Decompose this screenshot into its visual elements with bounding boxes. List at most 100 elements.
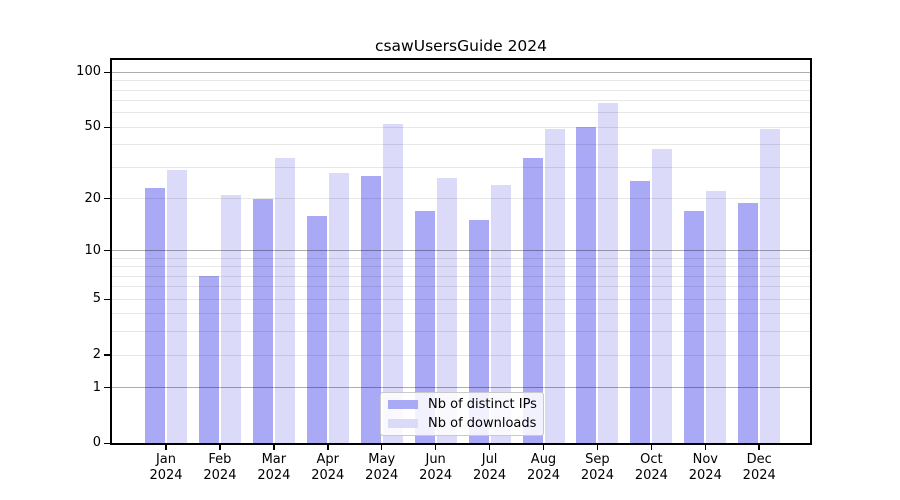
x-tick-apr <box>327 445 329 450</box>
y-tick-50 <box>104 126 110 129</box>
legend: Nb of distinct IPs Nb of downloads <box>380 392 544 436</box>
x-tick-month: Apr <box>316 452 340 467</box>
y-tick-2 <box>104 354 110 356</box>
legend-row-1: Nb of downloads <box>388 415 536 432</box>
gridline-minor-7 <box>112 275 810 277</box>
x-tick-label-feb: Feb 2024 <box>180 452 260 483</box>
x-tick-month: Nov <box>692 452 718 467</box>
x-tick-month: Sep <box>585 452 610 467</box>
x-tick-year: 2024 <box>257 467 291 483</box>
x-tick-year: 2024 <box>149 467 183 483</box>
x-tick-month: Mar <box>261 452 287 467</box>
gridline-major-10 <box>112 249 810 252</box>
legend-swatch-1 <box>388 418 418 428</box>
x-tick-month: Dec <box>746 452 772 467</box>
gridline-minor-60 <box>112 112 810 114</box>
gridline-minor-40 <box>112 144 810 146</box>
x-tick-aug <box>542 445 545 450</box>
x-tick-dec <box>758 445 760 450</box>
bar-downloads-oct <box>652 148 673 443</box>
x-tick-year: 2024 <box>203 467 237 483</box>
x-tick-month: Feb <box>208 452 232 467</box>
x-tick-jun <box>434 445 437 450</box>
x-tick-year: 2024 <box>311 467 345 483</box>
y-tick-1 <box>104 386 110 389</box>
x-tick-sep <box>596 445 599 450</box>
bar-downloads-feb <box>220 194 241 443</box>
bar-ips-apr <box>306 215 327 443</box>
gridline-major-100 <box>112 71 810 74</box>
x-tick-label-may: May 2024 <box>342 452 422 483</box>
x-tick-year: 2024 <box>419 467 453 483</box>
bar-downloads-jan <box>167 169 187 443</box>
bar-downloads-jun <box>436 178 457 443</box>
x-tick-year: 2024 <box>634 467 668 483</box>
x-tick-month: Jun <box>425 452 446 467</box>
x-tick-year: 2024 <box>473 467 507 483</box>
x-tick-year: 2024 <box>365 467 399 483</box>
x-tick-year: 2024 <box>742 467 776 483</box>
x-tick-label-oct: Oct 2024 <box>611 452 691 483</box>
y-tick-label-100: 100 <box>76 64 101 80</box>
x-tick-nov <box>704 445 707 450</box>
x-tick-jul <box>488 445 491 450</box>
bar-ips-oct <box>630 181 651 443</box>
gridline-minor-4 <box>112 313 810 315</box>
y-tick-label-0: 0 <box>92 435 101 451</box>
y-tick-10 <box>104 249 110 252</box>
x-tick-label-jul: Jul 2024 <box>450 452 530 483</box>
y-tick-label-20: 20 <box>84 190 101 206</box>
x-tick-year: 2024 <box>526 467 561 483</box>
x-tick-label-dec: Dec 2024 <box>719 452 799 483</box>
bar-downloads-nov <box>706 191 727 443</box>
bar-ips-jul <box>468 220 489 443</box>
x-tick-month: May <box>368 452 396 467</box>
gridline-minor-50 <box>112 126 810 128</box>
x-tick-label-mar: Mar 2024 <box>234 452 314 483</box>
bar-downloads-dec <box>760 128 781 443</box>
bar-ips-dec <box>738 202 759 443</box>
bar-downloads-may <box>382 124 403 443</box>
gridline-minor-6 <box>112 286 810 288</box>
x-tick-label-nov: Nov 2024 <box>665 452 745 483</box>
plot-area <box>112 60 810 443</box>
gridline-minor-3 <box>112 331 810 333</box>
bar-ips-jun <box>414 211 435 443</box>
chart-title: csawUsersGuide 2024 <box>374 37 548 55</box>
bar-ips-mar <box>252 198 273 443</box>
x-tick-mar <box>273 445 275 450</box>
x-tick-label-jun: Jun 2024 <box>396 452 476 483</box>
x-tick-month: Jan <box>155 452 177 467</box>
x-tick-month: Oct <box>640 452 663 467</box>
bar-ips-aug <box>522 157 543 443</box>
bar-ips-jan <box>145 187 165 443</box>
gridline-minor-70 <box>112 100 810 102</box>
legend-label-1: Nb of downloads <box>428 415 537 431</box>
legend-row-0: Nb of distinct IPs <box>388 396 537 413</box>
gridline-minor-8 <box>112 266 810 268</box>
y-tick-label-2: 2 <box>92 347 101 362</box>
gridline-minor-90 <box>112 80 810 82</box>
x-tick-month: Aug <box>530 452 557 467</box>
x-tick-label-jan: Jan 2024 <box>126 452 206 483</box>
x-tick-oct <box>650 445 653 450</box>
x-tick-label-sep: Sep 2024 <box>557 452 637 483</box>
y-tick-0 <box>104 442 110 445</box>
bar-downloads-jul <box>490 184 511 443</box>
legend-swatch-0 <box>388 400 418 410</box>
bar-ips-sep <box>576 127 597 443</box>
y-tick-label-50: 50 <box>84 119 101 135</box>
bar-ips-feb <box>198 276 219 443</box>
bar-downloads-sep <box>598 103 619 443</box>
gridline-minor-2 <box>112 354 810 356</box>
x-tick-month: Jul <box>481 452 498 467</box>
x-tick-label-apr: Apr 2024 <box>288 452 368 483</box>
y-tick-label-5: 5 <box>92 291 101 307</box>
bar-ips-nov <box>684 211 705 443</box>
bar-downloads-aug <box>544 128 565 443</box>
y-tick-5 <box>104 298 110 301</box>
x-tick-jan <box>165 445 167 450</box>
gridline-minor-80 <box>112 89 810 91</box>
y-tick-100 <box>104 71 110 74</box>
